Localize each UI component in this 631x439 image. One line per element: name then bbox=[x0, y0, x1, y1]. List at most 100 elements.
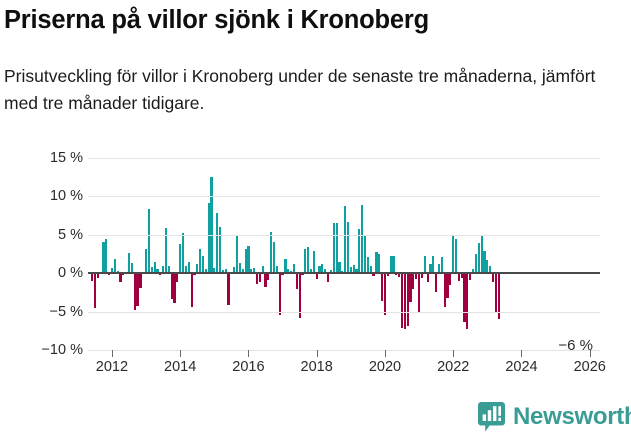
x-axis-tick-mark bbox=[248, 350, 250, 357]
gridline bbox=[88, 196, 600, 198]
bar bbox=[349, 267, 352, 274]
x-axis-tick-mark bbox=[589, 350, 591, 357]
bar bbox=[321, 263, 324, 274]
x-axis-tick-label: 2012 bbox=[95, 359, 129, 375]
bar bbox=[247, 245, 250, 274]
bar bbox=[201, 256, 205, 274]
bar bbox=[284, 259, 287, 274]
bar bbox=[147, 208, 151, 274]
bar bbox=[150, 267, 153, 274]
y-axis-tick-label: −5 % bbox=[49, 303, 83, 320]
bar bbox=[295, 273, 298, 289]
bar bbox=[326, 273, 330, 283]
y-axis-tick-label: −10 % bbox=[41, 342, 83, 358]
bar bbox=[494, 273, 497, 312]
bar bbox=[179, 244, 182, 274]
bar bbox=[176, 273, 179, 282]
gridline bbox=[88, 350, 600, 351]
bar bbox=[454, 239, 458, 274]
bar bbox=[403, 273, 406, 330]
bar bbox=[153, 261, 156, 274]
bar bbox=[173, 273, 176, 304]
bar bbox=[469, 273, 472, 281]
x-axis-tick-mark bbox=[111, 350, 113, 357]
bar bbox=[386, 273, 389, 277]
bar bbox=[381, 273, 384, 301]
y-axis-tick-label: 0 % bbox=[58, 265, 83, 282]
x-axis-tick-label: 2016 bbox=[232, 359, 265, 375]
bar bbox=[236, 234, 239, 274]
bar bbox=[145, 248, 148, 274]
bar bbox=[264, 273, 267, 287]
bar bbox=[463, 273, 466, 323]
bar bbox=[344, 205, 347, 274]
bar bbox=[309, 268, 313, 274]
bar bbox=[312, 250, 315, 274]
bar bbox=[287, 269, 290, 274]
bar bbox=[241, 268, 244, 274]
bar bbox=[187, 262, 190, 274]
bar bbox=[369, 266, 372, 274]
bar bbox=[221, 270, 224, 274]
bar bbox=[378, 254, 381, 274]
bar bbox=[400, 273, 404, 329]
bar bbox=[199, 249, 202, 274]
bar bbox=[471, 268, 475, 274]
bar-chart-speech-bubble-icon bbox=[478, 402, 505, 432]
newsworthy-logo[interactable]: Newsworthy bbox=[478, 402, 631, 432]
bar bbox=[170, 273, 173, 300]
x-axis-tick-label: 2020 bbox=[368, 359, 402, 375]
bar bbox=[477, 243, 480, 274]
gridline bbox=[88, 311, 600, 313]
bar bbox=[315, 273, 318, 279]
bar bbox=[261, 266, 264, 274]
bar bbox=[338, 262, 341, 274]
bar bbox=[443, 273, 446, 307]
bar bbox=[216, 212, 219, 274]
bar bbox=[102, 242, 105, 274]
bar-series bbox=[88, 158, 600, 350]
bar bbox=[446, 273, 449, 298]
bar bbox=[96, 273, 99, 278]
y-axis-tick-label: 10 % bbox=[49, 188, 83, 205]
bar bbox=[420, 273, 423, 278]
bar bbox=[133, 273, 136, 311]
bar bbox=[324, 268, 327, 274]
bar bbox=[253, 267, 256, 274]
bar bbox=[429, 263, 432, 274]
bar bbox=[184, 266, 187, 274]
bar bbox=[375, 252, 378, 274]
bar bbox=[119, 273, 122, 283]
bar bbox=[113, 259, 116, 274]
bar bbox=[270, 231, 273, 274]
bar bbox=[227, 273, 230, 306]
bar bbox=[136, 273, 139, 307]
gridline bbox=[88, 234, 600, 236]
bar bbox=[432, 255, 435, 274]
bar bbox=[449, 273, 452, 285]
bar bbox=[361, 204, 364, 274]
x-axis-tick-mark bbox=[316, 350, 318, 357]
bar bbox=[130, 263, 133, 274]
bar bbox=[196, 263, 199, 274]
page-subtitle: Prisutveckling för villor i Kronoberg un… bbox=[4, 66, 596, 113]
bar bbox=[383, 273, 387, 316]
zero-axis-line bbox=[88, 272, 600, 275]
bar bbox=[486, 260, 489, 274]
bar bbox=[392, 255, 395, 274]
x-axis-tick-mark bbox=[384, 350, 386, 357]
bar bbox=[474, 254, 478, 274]
x-axis-tick-label: 2014 bbox=[164, 359, 197, 375]
bar bbox=[164, 227, 168, 274]
bar bbox=[409, 273, 412, 303]
bar bbox=[210, 177, 213, 274]
bar bbox=[389, 255, 392, 274]
bar bbox=[167, 266, 170, 274]
bar bbox=[423, 256, 426, 274]
bar bbox=[355, 268, 358, 274]
bar bbox=[346, 221, 350, 274]
bar bbox=[255, 273, 259, 284]
bar bbox=[341, 270, 344, 274]
bar bbox=[292, 263, 296, 274]
